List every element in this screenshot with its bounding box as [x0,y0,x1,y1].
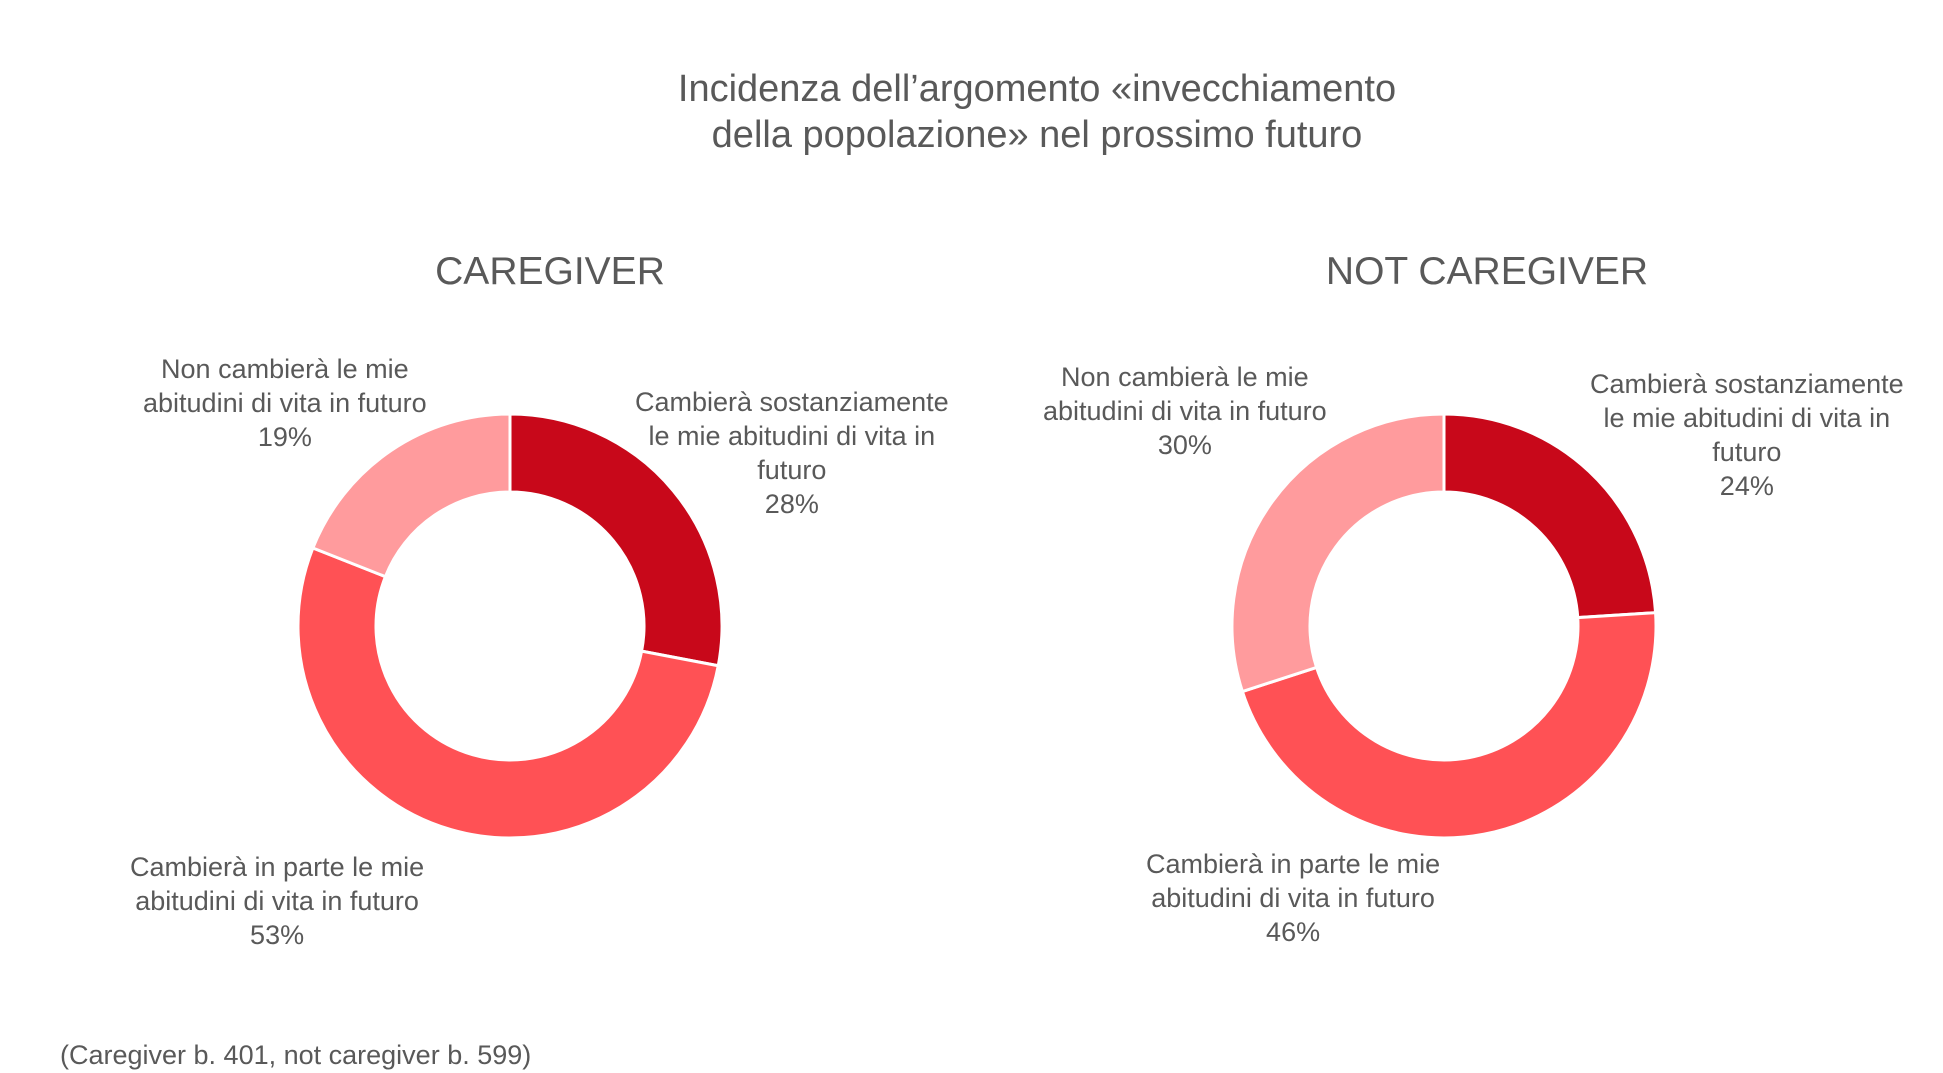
label-text: Cambierà in parte le mie abitudini di vi… [130,852,425,916]
label-notcaregiver-non: Non cambierà le mie abitudini di vita in… [1043,360,1327,462]
slice-non-cambiera [310,412,512,579]
donut-caregiver [296,412,724,840]
donut-not-caregiver [1230,412,1658,840]
label-value: 53% [250,920,305,950]
chart-heading-not-caregiver: NOT CAREGIVER [1325,250,1649,293]
label-text: Non cambierà le mie abitudini di vita in… [143,354,427,418]
slice-in-parte [1240,611,1658,840]
slice-sostanzialmente [1442,412,1658,620]
chart-title: Incidenza dell’argomento «invecchiamento… [677,68,1397,156]
label-caregiver-non: Non cambierà le mie abitudini di vita in… [143,352,427,454]
label-notcaregiver-in-parte: Cambierà in parte le mie abitudini di vi… [1146,847,1440,949]
label-caregiver-in-parte: Cambierà in parte le mie abitudini di vi… [130,850,424,952]
label-value: 30% [1157,430,1212,460]
label-text: Cambierà in parte le mie abitudini di vi… [1146,849,1441,913]
slice-in-parte [296,546,721,840]
label-notcaregiver-sostanzialmente: Cambierà sostanziamente le mie abitudini… [1590,367,1904,503]
label-text: Cambierà sostanziamente le mie abitudini… [635,387,949,485]
label-caregiver-sostanzialmente: Cambierà sostanziamente le mie abitudini… [635,385,949,521]
label-value: 24% [1719,471,1774,501]
chart-heading-caregiver: CAREGIVER [435,250,665,293]
label-text: Cambierà sostanziamente le mie abitudini… [1590,369,1904,467]
slice-sostanzialmente [508,412,724,668]
label-value: 46% [1266,917,1321,947]
slice-non-cambiera [1230,412,1446,694]
footnote: (Caregiver b. 401, not caregiver b. 599) [60,1040,532,1070]
label-text: Non cambierà le mie abitudini di vita in… [1043,362,1327,426]
label-value: 28% [764,489,819,519]
label-value: 19% [257,422,312,452]
